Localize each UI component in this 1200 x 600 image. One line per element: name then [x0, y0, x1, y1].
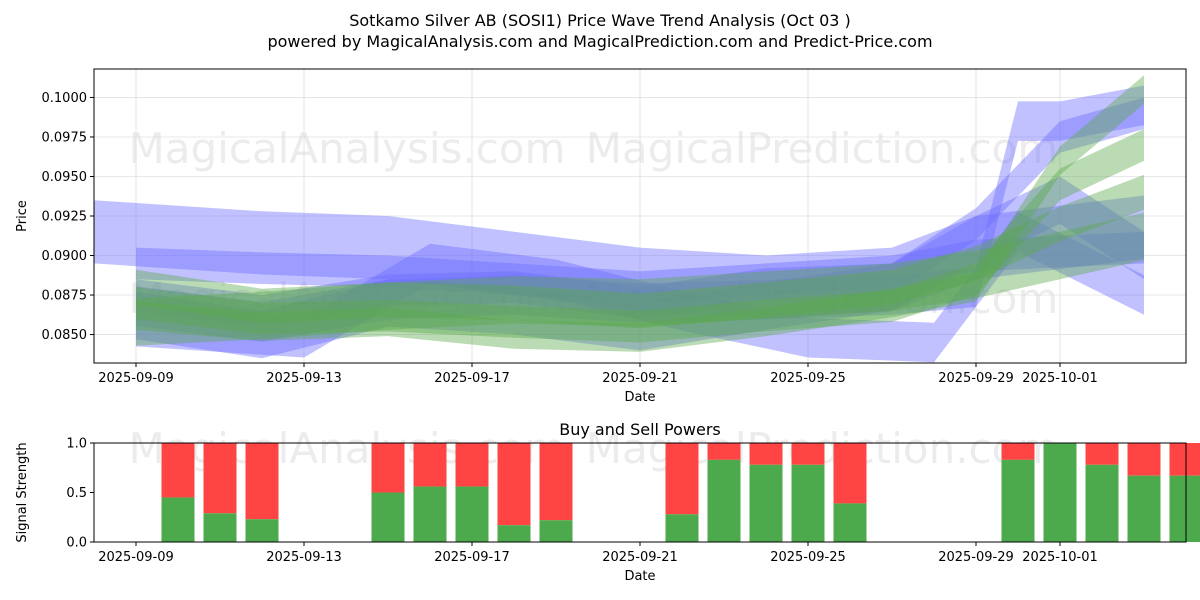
sell-bar	[749, 443, 783, 465]
y-tick-label: 0.0925	[42, 210, 88, 225]
watermark-text: MagicalPrediction.com	[586, 124, 1059, 173]
y-tick-label: 0.0	[66, 536, 87, 551]
x-tick-label: 2025-09-09	[98, 371, 174, 386]
x-tick-label: 2025-09-17	[434, 371, 510, 386]
sell-bar	[497, 443, 531, 526]
buy-bar	[833, 503, 867, 542]
buy-bar	[1001, 459, 1035, 542]
power-bars	[161, 443, 1200, 542]
y-tick-label: 0.0875	[42, 289, 88, 304]
buy-bar	[371, 492, 405, 542]
buy-bar	[665, 514, 699, 542]
price-wave-chart: MagicalAnalysis.com MagicalPrediction.com…	[15, 68, 1187, 405]
buy-bar	[791, 464, 825, 542]
sell-bar	[1169, 443, 1200, 476]
sell-bar	[833, 443, 867, 504]
x-tick-label: 2025-09-21	[602, 550, 678, 565]
sell-bar	[455, 443, 489, 487]
buy-bar	[1127, 475, 1161, 542]
x-tick-label: 2025-09-25	[770, 371, 846, 386]
wave-band-blue	[136, 231, 1144, 303]
buy-bar	[1169, 475, 1200, 542]
sell-bar	[413, 443, 447, 487]
sell-bar	[791, 443, 825, 465]
sell-bar	[1085, 443, 1119, 465]
sell-bar	[371, 443, 405, 493]
sell-bar	[245, 443, 279, 520]
buy-bar	[245, 519, 279, 542]
wave-band-blue	[136, 176, 1144, 359]
y-tick-label: 0.5	[66, 486, 87, 501]
x-tick-label: 2025-09-13	[266, 550, 342, 565]
x-tick-label: 2025-09-29	[938, 371, 1014, 386]
buy-bar	[707, 459, 741, 542]
watermark-text: MagicalPrediction.com	[586, 274, 1059, 323]
sell-bar	[539, 443, 573, 521]
wave-band-green	[136, 75, 1144, 352]
x-axis-label: Date	[624, 390, 655, 405]
x-tick-label: 2025-09-25	[770, 550, 846, 565]
buy-bar	[749, 464, 783, 542]
y-axis-label: Price	[15, 200, 30, 232]
buy-bar	[1085, 464, 1119, 542]
sell-bar	[1001, 443, 1035, 460]
sell-bar	[203, 443, 237, 514]
buy-bar	[455, 486, 489, 542]
wave-band-green	[136, 212, 1144, 346]
buy-bar	[539, 520, 573, 542]
watermark-text: MagicalAnalysis.com	[129, 274, 566, 323]
x-tick-label: 2025-09-17	[434, 550, 510, 565]
wave-band-blue	[136, 97, 1144, 327]
y-tick-label: 0.0900	[42, 249, 88, 264]
x-axis-label: Date	[624, 569, 655, 584]
sell-bar	[665, 443, 699, 515]
x-tick-label: 2025-09-21	[602, 371, 678, 386]
y-axis-label: Signal Strength	[15, 442, 30, 542]
x-tick-label: 2025-10-01	[1022, 550, 1098, 565]
y-tick-label: 0.0975	[42, 130, 88, 145]
wave-band-blue	[136, 85, 1144, 342]
sell-bar	[707, 443, 741, 460]
wave-bands	[94, 75, 1144, 363]
x-tick-label: 2025-10-01	[1022, 371, 1098, 386]
buy-bar	[1043, 443, 1077, 542]
subplot-title: Buy and Sell Powers	[559, 420, 721, 439]
y-tick-label: 0.1000	[42, 91, 88, 106]
watermark-text: MagicalAnalysis.com	[129, 424, 566, 473]
buy-bar	[161, 497, 195, 542]
y-tick-label: 0.0850	[42, 328, 88, 343]
x-tick-label: 2025-09-13	[266, 371, 342, 386]
chart-title: Sotkamo Silver AB (SOSI1) Price Wave Tre…	[349, 11, 851, 30]
chart-subtitle: powered by MagicalAnalysis.com and Magic…	[267, 32, 932, 51]
y-tick-label: 0.0950	[42, 170, 88, 185]
buy-bar	[497, 525, 531, 542]
wave-band-green	[136, 129, 1144, 343]
sell-bar	[1127, 443, 1161, 476]
x-tick-label: 2025-09-09	[98, 550, 174, 565]
buy-bar	[203, 513, 237, 542]
wave-band-blue	[136, 212, 1144, 363]
buy-bar	[413, 486, 447, 542]
wave-band-green	[136, 174, 1144, 329]
x-tick-label: 2025-09-29	[938, 550, 1014, 565]
buy-sell-power-chart: MagicalAnalysis.comMagicalPrediction.com…	[15, 420, 1200, 584]
wave-band-blue	[94, 195, 1144, 319]
sell-bar	[161, 443, 195, 498]
y-tick-label: 1.0	[66, 437, 87, 452]
watermark-text: MagicalAnalysis.com	[129, 124, 566, 173]
